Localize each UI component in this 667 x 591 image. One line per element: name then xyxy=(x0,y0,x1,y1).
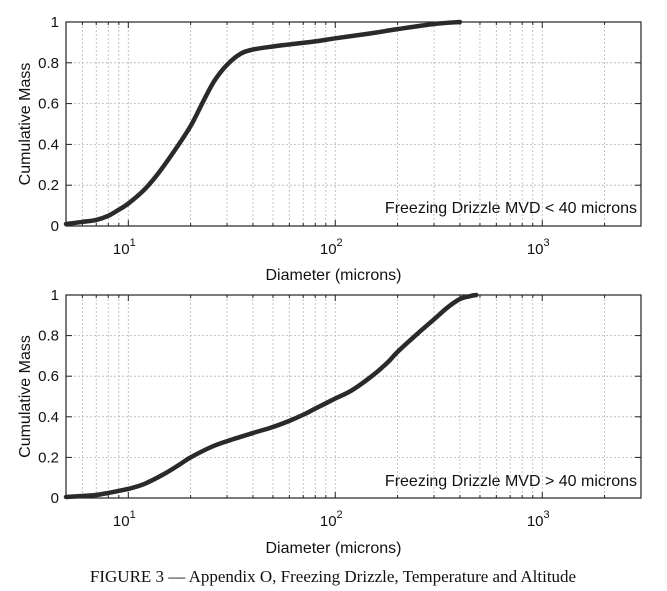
x-tick-label: 101 xyxy=(113,509,136,530)
y-axis-label: Cumulative Mass xyxy=(17,63,34,186)
y-tick-label: 0.6 xyxy=(38,96,59,113)
x-axis-label: Diameter (microns) xyxy=(265,267,401,284)
x-tick-label: 102 xyxy=(320,237,343,258)
y-tick-label: 0.8 xyxy=(38,328,59,345)
y-tick-label: 0.8 xyxy=(38,55,59,72)
x-tick-label: 101 xyxy=(113,237,136,258)
y-tick-label: 0.2 xyxy=(38,449,59,466)
grid xyxy=(66,294,641,499)
x-tick-label: 103 xyxy=(527,509,550,530)
annotation: Freezing Drizzle MVD > 40 microns xyxy=(385,473,637,490)
y-tick-label: 0 xyxy=(51,490,59,507)
chart-top: 0 0.2 0.4 0.6 0.8 1 101 102 103 Diameter (microns… xyxy=(17,14,642,284)
y-tick-label: 0 xyxy=(51,218,59,235)
x-tick-label: 102 xyxy=(320,509,343,530)
x-axis-label: Diameter (microns) xyxy=(265,540,401,557)
plot-frame xyxy=(65,294,642,499)
series-line xyxy=(63,292,479,500)
grid xyxy=(66,21,641,227)
chart-bottom: 0 0.2 0.4 0.6 0.8 1 101 102 103 Diameter (microns… xyxy=(17,287,642,557)
y-tick-label: 0.4 xyxy=(38,136,59,153)
y-tick-label: 0.2 xyxy=(38,177,59,194)
y-tick-label: 1 xyxy=(51,287,59,304)
series-line xyxy=(63,19,463,227)
x-tick-label: 103 xyxy=(527,237,550,258)
y-tick-label: 0.4 xyxy=(38,409,59,426)
figure-caption: FIGURE 3 — Appendix O, Freezing Drizzle,… xyxy=(90,567,576,586)
y-tick-label: 1 xyxy=(51,14,59,31)
y-tick-label: 0.6 xyxy=(38,368,59,385)
plot-frame xyxy=(65,21,642,227)
annotation: Freezing Drizzle MVD < 40 microns xyxy=(385,200,637,217)
y-axis-label: Cumulative Mass xyxy=(17,335,34,458)
